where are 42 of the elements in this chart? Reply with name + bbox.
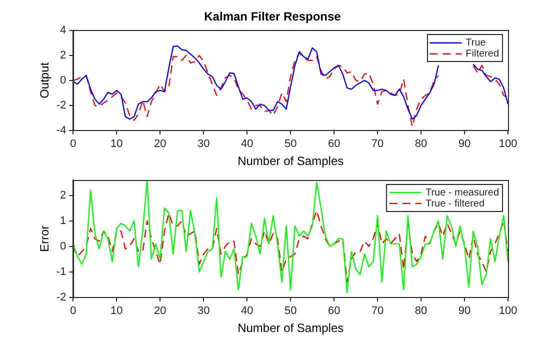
x-tick-label: 80 <box>414 138 428 150</box>
x-tick-label: 50 <box>284 305 297 318</box>
x-tick-label: 40 <box>240 305 254 318</box>
x-tick-label: 30 <box>198 305 210 318</box>
y-tick-label: 4 <box>60 24 66 36</box>
y-tick-label: 2 <box>60 49 66 62</box>
chart-title: Kalman Filter Response <box>204 10 342 24</box>
x-tick-label: 80 <box>414 305 428 318</box>
x-tick-label: 20 <box>154 138 166 150</box>
x-tick-label: 90 <box>458 138 471 150</box>
x-tick-label: 60 <box>328 305 340 318</box>
y-tick-label: -2 <box>56 291 66 304</box>
y-tick-label: -1 <box>56 266 66 278</box>
line-series <box>73 210 508 283</box>
x-tick-label: 70 <box>371 305 384 318</box>
y-tick-label: 2 <box>60 189 66 202</box>
legend-label: True - filtered <box>425 198 485 210</box>
x-axis-title: Number of Samples <box>238 321 344 336</box>
y-tick-label: 0 <box>60 74 66 86</box>
x-tick-label: 50 <box>284 138 297 150</box>
x-tick-label: 60 <box>328 138 340 150</box>
legend-label: True <box>466 38 486 49</box>
x-tick-label: 100 <box>498 138 518 150</box>
x-tick-label: 70 <box>371 138 384 150</box>
x-tick-label: 90 <box>458 305 471 318</box>
x-tick-label: 40 <box>240 138 254 150</box>
x-axis-title: Number of Samples <box>238 154 344 168</box>
y-tick-label: -4 <box>56 124 66 136</box>
x-tick-label: 10 <box>110 138 123 150</box>
x-tick-label: 100 <box>498 305 518 318</box>
x-tick-label: 30 <box>198 138 210 150</box>
y-axis-title: Error <box>38 225 52 252</box>
y-axis-title: Output <box>38 62 52 98</box>
y-tick-label: 1 <box>60 214 66 227</box>
y-tick-label: 0 <box>60 240 66 252</box>
x-tick-label: 0 <box>70 138 76 150</box>
x-tick-label: 0 <box>70 305 76 318</box>
legend-label: Filtered <box>466 48 500 60</box>
y-tick-label: -2 <box>56 99 66 112</box>
x-tick-label: 20 <box>154 305 166 318</box>
legend-label: True - measured <box>425 187 499 198</box>
x-tick-label: 10 <box>110 305 123 318</box>
